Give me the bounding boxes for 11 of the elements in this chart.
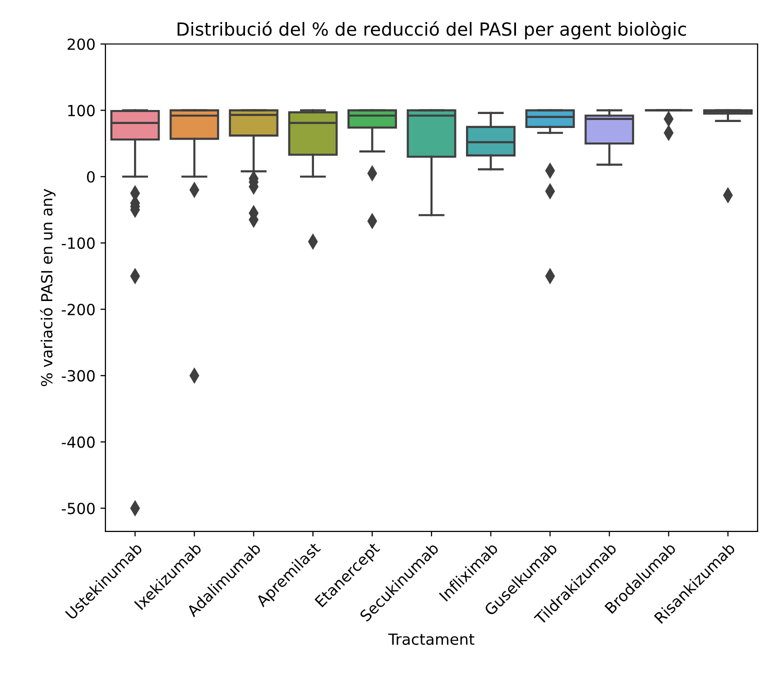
y-axis-title: % variació PASI en un any xyxy=(40,188,56,386)
y-tick-label: 200 xyxy=(68,38,95,50)
chart-title: Distribució del % de reducció del PASI per agent biològic xyxy=(178,21,686,40)
y-tick-label: -300 xyxy=(62,370,95,382)
y-tick-label: 100 xyxy=(68,104,95,116)
y-tick-label: -200 xyxy=(62,304,95,316)
y-tick-label: -400 xyxy=(62,436,95,448)
y-tick-label: 0 xyxy=(87,171,95,183)
y-tick-label: -500 xyxy=(62,502,95,514)
y-tick-label: -100 xyxy=(62,237,95,249)
x-axis-title: Tractament xyxy=(388,634,474,645)
